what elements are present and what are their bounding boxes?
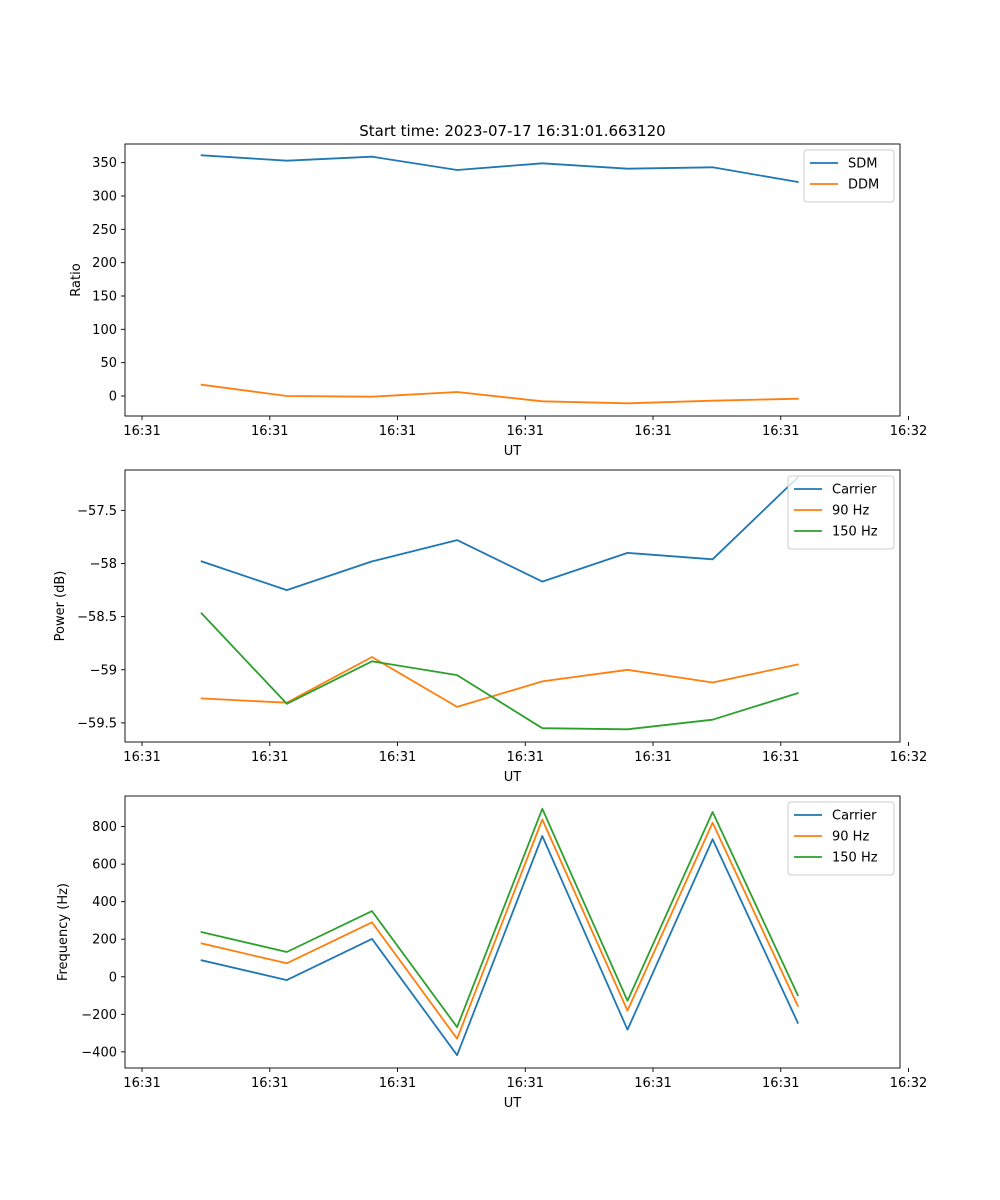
y-tick-label: 200	[92, 256, 117, 271]
legend: SDM DDM	[803, 149, 895, 203]
series-line-90-hz	[200, 818, 799, 1040]
x-tick-label: 16:32	[890, 1076, 927, 1091]
y-tick-label: 250	[92, 223, 117, 238]
y-tick-label: 50	[100, 356, 117, 371]
x-tick-label: 16:31	[251, 1076, 288, 1091]
panel-power: 16:31 16:31 16:31 16:31 16:31 16:31 16:32 −57.5…	[53, 469, 927, 785]
legend-label: Carrier	[832, 809, 877, 824]
figure-title: Start time: 2023-07-17 16:31:01.663120	[359, 122, 665, 140]
x-tick-label: 16:31	[634, 750, 671, 765]
axes-frame	[124, 143, 901, 417]
legend-label: 150 Hz	[832, 525, 878, 540]
series-line-150-hz	[200, 807, 799, 1028]
x-tick-label: 16:31	[123, 750, 160, 765]
y-tick-label: −200	[81, 1008, 117, 1023]
x-tick-label: 16:31	[379, 750, 416, 765]
series-line-ddm	[200, 383, 799, 405]
series-line-carrier	[200, 476, 800, 591]
panel-ratio: 16:31 16:31 16:31 16:31 16:31 16:31 16:32 0 50 10…	[69, 143, 927, 459]
y-tick-label: 0	[109, 390, 117, 405]
x-tick-label: 16:31	[379, 1076, 416, 1091]
x-tick-label: 16:31	[251, 424, 288, 439]
y-tick-label: 150	[92, 290, 117, 305]
y-tick-label: −59	[90, 663, 117, 678]
legend-label: DDM	[848, 178, 879, 193]
x-axis-label: UT	[504, 444, 522, 459]
series-line-150-hz	[200, 612, 799, 731]
axes-frame	[124, 469, 901, 743]
legend: Carrier 90 Hz 150 Hz	[787, 801, 895, 876]
y-axis-label: Ratio	[69, 263, 84, 296]
x-tick-label: 16:31	[507, 424, 544, 439]
x-tick-label: 16:31	[507, 750, 544, 765]
x-tick-label: 16:31	[379, 424, 416, 439]
x-tick-label: 16:31	[634, 1076, 671, 1091]
x-tick-label: 16:31	[123, 424, 160, 439]
x-tick-label: 16:32	[890, 750, 927, 765]
axes-frame	[124, 795, 901, 1069]
legend-label: Carrier	[832, 483, 877, 498]
y-tick-label: −58.5	[77, 610, 117, 625]
series-line-sdm	[200, 154, 799, 184]
x-axis-label: UT	[504, 1096, 522, 1111]
y-tick-label: −58	[90, 557, 117, 572]
y-tick-label: −59.5	[77, 716, 117, 731]
y-tick-label: 200	[92, 933, 117, 948]
x-tick-label: 16:31	[762, 1076, 799, 1091]
x-axis-label: UT	[504, 770, 522, 785]
x-tick-label: 16:31	[634, 424, 671, 439]
series-line-90-hz	[200, 656, 799, 708]
y-axis-label: Frequency (Hz)	[56, 883, 71, 981]
y-tick-label: 600	[92, 858, 117, 873]
y-tick-label: −400	[81, 1045, 117, 1060]
panel-frequency: 16:31 16:31 16:31 16:31 16:31 16:31 16:32 800 60…	[56, 795, 927, 1111]
y-tick-label: 0	[109, 970, 117, 985]
y-tick-label: 350	[92, 156, 117, 171]
y-axis-label: Power (dB)	[53, 571, 68, 642]
series-line-carrier	[200, 835, 799, 1057]
y-tick-label: 800	[92, 820, 117, 835]
x-tick-label: 16:32	[890, 424, 927, 439]
y-tick-label: 100	[92, 323, 117, 338]
y-tick-label: 300	[92, 190, 117, 205]
y-tick-label: −57.5	[77, 504, 117, 519]
x-tick-label: 16:31	[762, 424, 799, 439]
x-tick-label: 16:31	[762, 750, 799, 765]
legend-label: 90 Hz	[832, 830, 869, 845]
legend-label: 150 Hz	[832, 851, 878, 866]
legend-label: SDM	[848, 157, 877, 172]
x-tick-label: 16:31	[507, 1076, 544, 1091]
x-tick-label: 16:31	[251, 750, 288, 765]
legend: Carrier 90 Hz 150 Hz	[787, 475, 895, 550]
x-tick-label: 16:31	[123, 1076, 160, 1091]
legend-label: 90 Hz	[832, 504, 869, 519]
y-tick-label: 400	[92, 895, 117, 910]
